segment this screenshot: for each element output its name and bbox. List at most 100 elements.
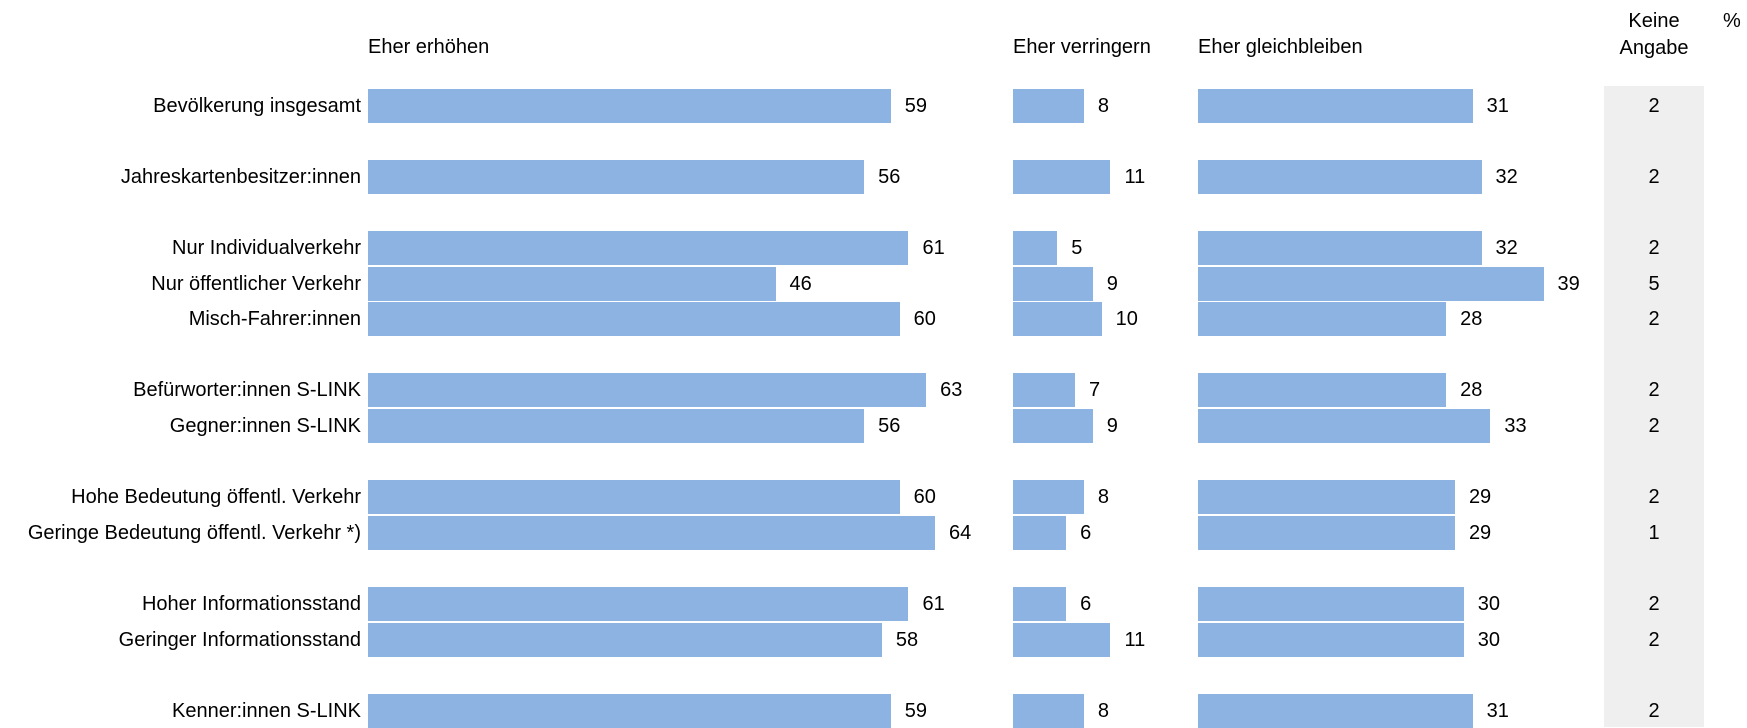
header-eher-erhoehen: Eher erhöhen bbox=[368, 36, 490, 58]
bar-verringern bbox=[1013, 516, 1067, 550]
bar-gleichbleiben bbox=[1198, 231, 1482, 265]
no-answer-column-background bbox=[1604, 86, 1704, 727]
bar-verringern bbox=[1013, 480, 1084, 514]
value-label-keine-angabe: 2 bbox=[1648, 95, 1660, 117]
value-label-keine-angabe: 2 bbox=[1648, 593, 1660, 615]
value-label-gleichbleiben: 28 bbox=[1460, 379, 1483, 401]
header-angabe: Angabe bbox=[1619, 37, 1689, 59]
bar-verringern bbox=[1013, 373, 1076, 407]
row-label: Geringe Bedeutung öffentl. Verkehr *) bbox=[27, 522, 361, 544]
bar-gleichbleiben bbox=[1198, 623, 1464, 657]
bar-gleichbleiben bbox=[1198, 373, 1447, 407]
value-label-gleichbleiben: 29 bbox=[1468, 486, 1492, 508]
value-label-erhoehen: 59 bbox=[904, 95, 927, 117]
value-label-gleichbleiben: 39 bbox=[1557, 273, 1580, 295]
value-label-verringern: 8 bbox=[1097, 700, 1109, 722]
bar-gleichbleiben bbox=[1198, 587, 1464, 621]
bar-erhoehen bbox=[368, 373, 927, 407]
value-label-keine-angabe: 5 bbox=[1648, 273, 1660, 295]
bar-erhoehen bbox=[368, 160, 865, 194]
value-label-gleichbleiben: 30 bbox=[1477, 629, 1501, 651]
bar-gleichbleiben bbox=[1198, 160, 1482, 194]
value-label-gleichbleiben: 32 bbox=[1495, 166, 1518, 188]
bar-erhoehen bbox=[368, 480, 900, 514]
value-label-verringern: 11 bbox=[1124, 629, 1146, 651]
value-label-erhoehen: 59 bbox=[904, 700, 927, 722]
value-label-gleichbleiben: 32 bbox=[1495, 237, 1518, 259]
value-label-gleichbleiben: 29 bbox=[1468, 522, 1492, 544]
row-label: Hoher Informationsstand bbox=[141, 593, 361, 615]
value-label-erhoehen: 58 bbox=[895, 629, 919, 651]
bar-verringern bbox=[1013, 587, 1067, 621]
bar-gleichbleiben bbox=[1198, 89, 1473, 123]
row-label: Hohe Bedeutung öffentl. Verkehr bbox=[71, 486, 361, 508]
bar-gleichbleiben bbox=[1198, 267, 1544, 301]
value-label-gleichbleiben: 28 bbox=[1460, 308, 1483, 330]
row-label: Bevölkerung insgesamt bbox=[153, 95, 361, 117]
row-label: Kenner:innen S-LINK bbox=[171, 700, 361, 722]
value-label-verringern: 8 bbox=[1097, 95, 1109, 117]
value-label-erhoehen: 61 bbox=[922, 237, 945, 259]
bar-verringern bbox=[1013, 231, 1058, 265]
bar-gleichbleiben bbox=[1198, 302, 1447, 336]
value-label-keine-angabe: 2 bbox=[1648, 415, 1660, 437]
value-label-keine-angabe: 2 bbox=[1648, 629, 1660, 651]
row-label: Jahreskartenbesitzer:innen bbox=[120, 166, 361, 188]
bar-gleichbleiben bbox=[1198, 409, 1491, 443]
bar-verringern bbox=[1013, 89, 1084, 123]
value-label-keine-angabe: 2 bbox=[1648, 237, 1660, 259]
bar-erhoehen bbox=[368, 623, 882, 657]
value-label-erhoehen: 46 bbox=[789, 273, 812, 295]
value-label-gleichbleiben: 31 bbox=[1486, 700, 1509, 722]
bar-erhoehen bbox=[368, 694, 891, 728]
value-label-erhoehen: 60 bbox=[913, 486, 936, 508]
bar-gleichbleiben bbox=[1198, 694, 1473, 728]
bar-erhoehen bbox=[368, 231, 909, 265]
value-label-verringern: 10 bbox=[1115, 308, 1138, 330]
value-label-verringern: 5 bbox=[1071, 237, 1083, 259]
value-label-gleichbleiben: 33 bbox=[1504, 415, 1527, 437]
row-label: Befürworter:innen S-LINK bbox=[133, 379, 361, 401]
value-label-erhoehen: 56 bbox=[878, 415, 901, 437]
bar-erhoehen bbox=[368, 267, 776, 301]
value-label-verringern: 9 bbox=[1106, 273, 1118, 295]
value-label-erhoehen: 64 bbox=[949, 522, 972, 544]
value-label-keine-angabe: 2 bbox=[1648, 308, 1660, 330]
header-keine: Keine bbox=[1628, 10, 1680, 32]
value-label-verringern: 8 bbox=[1097, 486, 1109, 508]
value-label-verringern: 7 bbox=[1089, 379, 1101, 401]
value-label-erhoehen: 60 bbox=[913, 308, 936, 330]
bar-erhoehen bbox=[368, 89, 891, 123]
bar-erhoehen bbox=[368, 587, 909, 621]
value-label-keine-angabe: 2 bbox=[1648, 700, 1660, 722]
value-label-gleichbleiben: 30 bbox=[1477, 593, 1501, 615]
value-label-verringern: 6 bbox=[1080, 593, 1092, 615]
bar-gleichbleiben bbox=[1198, 480, 1455, 514]
value-label-keine-angabe: 2 bbox=[1648, 486, 1660, 508]
row-label: Gegner:innen S-LINK bbox=[169, 415, 361, 437]
bar-verringern bbox=[1013, 267, 1093, 301]
value-label-erhoehen: 61 bbox=[922, 593, 945, 615]
row-label: Nur öffentlicher Verkehr bbox=[151, 273, 361, 295]
bar-verringern bbox=[1013, 302, 1102, 336]
value-label-verringern: 6 bbox=[1080, 522, 1092, 544]
bar-erhoehen bbox=[368, 409, 865, 443]
bar-erhoehen bbox=[368, 302, 900, 336]
row-label: Misch-Fahrer:innen bbox=[188, 308, 361, 330]
value-label-erhoehen: 63 bbox=[940, 379, 963, 401]
value-label-keine-angabe: 2 bbox=[1648, 166, 1660, 188]
bar-verringern bbox=[1013, 409, 1093, 443]
value-label-verringern: 11 bbox=[1124, 166, 1146, 188]
row-label: Geringer Informationsstand bbox=[118, 629, 361, 651]
bar-verringern bbox=[1013, 623, 1111, 657]
row-label: Nur Individualverkehr bbox=[172, 237, 361, 259]
header-eher-verringern: Eher verringern bbox=[1013, 36, 1151, 58]
value-label-gleichbleiben: 31 bbox=[1486, 95, 1509, 117]
value-label-erhoehen: 56 bbox=[878, 166, 901, 188]
unit-label: % bbox=[1723, 10, 1741, 32]
bar-gleichbleiben bbox=[1198, 516, 1455, 550]
value-label-verringern: 9 bbox=[1106, 415, 1118, 437]
bar-verringern bbox=[1013, 160, 1111, 194]
bar-erhoehen bbox=[368, 516, 936, 550]
